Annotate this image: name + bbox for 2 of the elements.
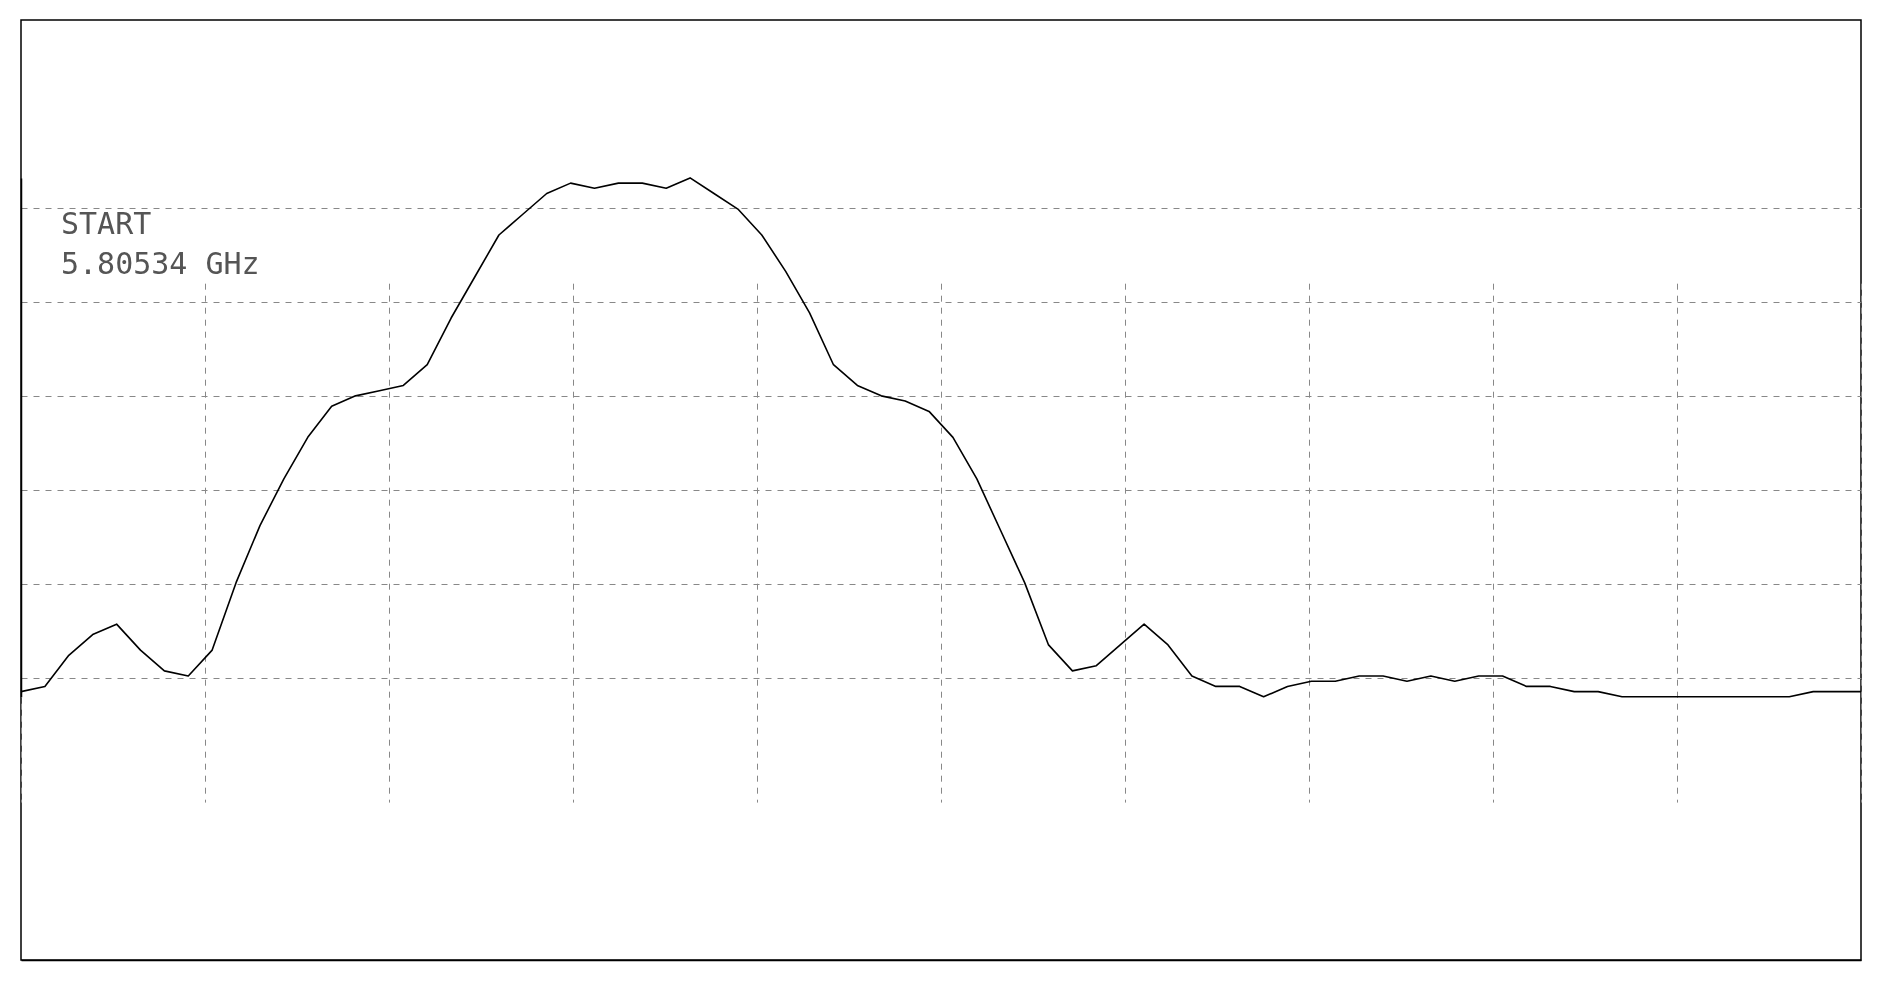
annotation: 5.80534 GHz	[61, 246, 260, 281]
annotation: START	[61, 206, 152, 241]
